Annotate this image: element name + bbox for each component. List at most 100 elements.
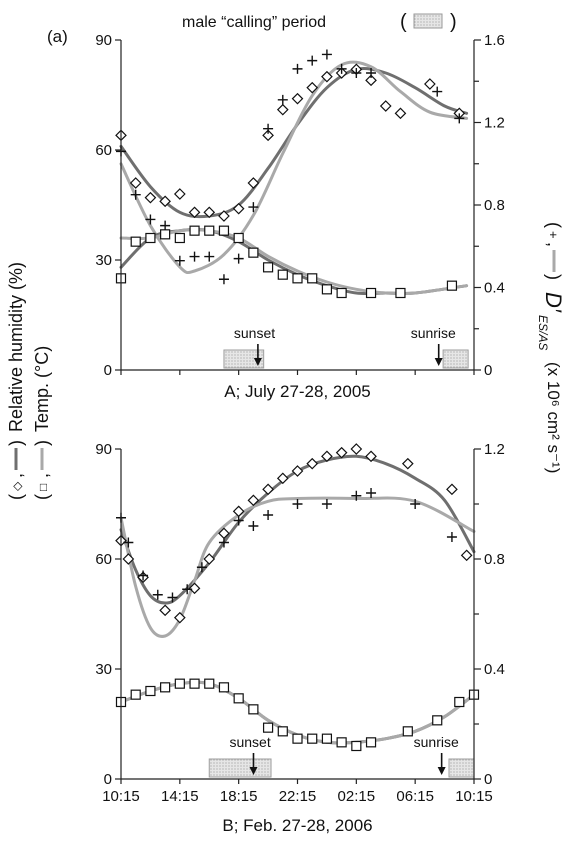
legend-open-paren: ( <box>400 11 407 33</box>
d-point <box>160 220 171 231</box>
ylabel-d-close: ) <box>544 274 564 280</box>
rh-point <box>144 191 157 204</box>
rh-point <box>232 505 245 518</box>
left-tick-label: 90 <box>95 32 112 49</box>
temp-point <box>248 704 259 715</box>
rh-point <box>446 483 458 496</box>
temp-point <box>292 273 303 284</box>
right-tick-label: 1.2 <box>484 441 505 458</box>
rh-point <box>232 202 245 215</box>
d-point <box>321 499 332 509</box>
sunset-label: sunset <box>229 734 270 750</box>
rh-point <box>394 107 407 120</box>
ylabel-d-subscript: ES/AS <box>536 315 550 350</box>
rh-point <box>365 74 377 87</box>
temp-point <box>336 737 347 748</box>
ylabel-rh: Relative humidity (%) <box>6 262 26 432</box>
temp-point <box>204 225 215 236</box>
temp-point <box>248 247 259 258</box>
d-point <box>292 499 303 509</box>
legend-calling-swatch <box>413 13 443 29</box>
sunrise-label: sunrise <box>414 734 459 750</box>
temp-point <box>454 696 465 708</box>
temp-point <box>351 740 362 752</box>
d-point <box>351 490 362 501</box>
fit-line-plus <box>119 60 469 275</box>
right-tick-label: 0.8 <box>484 197 505 214</box>
d-point <box>167 592 178 603</box>
rh-point <box>321 450 333 463</box>
temp-point <box>160 229 171 240</box>
d-point <box>307 55 318 66</box>
d-point <box>277 94 288 105</box>
rh-point <box>365 450 377 463</box>
temp-point <box>321 284 333 295</box>
temp-point <box>189 678 200 689</box>
d-point <box>196 562 207 573</box>
temp-point <box>321 733 333 744</box>
rh-point <box>291 92 304 105</box>
rh-point <box>247 177 260 189</box>
left-tick-label: 60 <box>95 142 112 159</box>
rh-point <box>262 483 274 496</box>
fit-line-diamond <box>119 454 476 605</box>
square-legend-glyph: □ <box>36 484 50 491</box>
d-point <box>263 123 274 134</box>
d-point <box>292 63 303 74</box>
d-point <box>351 68 362 78</box>
rh-point <box>122 553 135 565</box>
d-point <box>263 510 274 520</box>
fit-line-temp-light <box>119 228 469 296</box>
panel-xlabel: A; July 27-28, 2005 <box>224 382 370 401</box>
temp-point <box>189 225 200 236</box>
d-point <box>189 251 200 262</box>
d-point <box>130 189 141 200</box>
calling-period-box <box>448 758 475 778</box>
rh-point <box>306 81 319 94</box>
rh-point <box>424 78 436 90</box>
temp-point <box>145 685 156 697</box>
temp-point <box>277 269 288 280</box>
arrow-head <box>437 767 446 775</box>
rh-point <box>173 188 186 200</box>
x-tick-label: 10:15 <box>102 788 140 805</box>
rh-point <box>203 553 216 565</box>
rh-point <box>335 446 348 459</box>
arrow-head <box>253 358 262 366</box>
d-point <box>366 68 377 78</box>
plus-legend-glyph: + <box>546 231 561 239</box>
d-point <box>321 49 332 60</box>
d-point <box>248 521 259 531</box>
rh-point <box>276 472 289 485</box>
legend-close-paren: ) <box>450 11 457 33</box>
temp-point <box>432 715 443 726</box>
temp-point <box>365 287 377 299</box>
x-tick-label: 22:15 <box>279 788 317 805</box>
d-point <box>152 589 163 600</box>
temp-point <box>233 232 244 244</box>
rh-point <box>188 206 201 219</box>
rh-point <box>321 70 333 83</box>
right-ylabel-group: ( + , ) D′ ES/AS (x 10⁶ cm² s⁻¹) <box>536 222 566 473</box>
temp-point <box>233 693 244 704</box>
rh-point <box>460 549 473 562</box>
ylabel-temp-close: ) <box>32 440 52 446</box>
ylabel-rh-open: ( <box>6 494 26 500</box>
d-point <box>182 584 193 595</box>
rh-point <box>247 494 260 507</box>
rh-point <box>159 195 171 208</box>
temp-point <box>307 273 318 284</box>
rh-point <box>291 465 304 477</box>
temp-point <box>262 262 274 273</box>
temp-point <box>130 236 141 247</box>
temp-point <box>174 232 185 244</box>
rh-point <box>350 443 363 455</box>
d-point <box>336 63 347 74</box>
d-point <box>218 274 229 285</box>
temp-point <box>365 737 377 748</box>
temp-point <box>277 726 288 737</box>
x-tick-label: 14:15 <box>161 788 199 805</box>
rh-point <box>276 103 289 116</box>
right-tick-label: 1.2 <box>484 115 505 132</box>
d-point <box>218 537 229 548</box>
